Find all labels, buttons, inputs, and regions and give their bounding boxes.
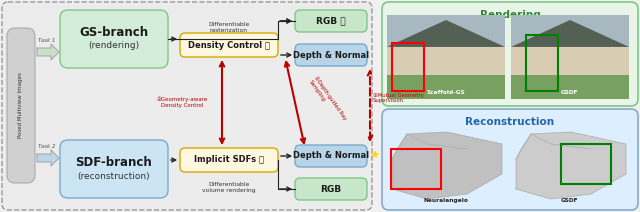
Text: (reconstruction): (reconstruction): [77, 172, 150, 180]
Polygon shape: [37, 150, 59, 166]
Text: ①Depth-guided Ray
Sampling: ①Depth-guided Ray Sampling: [308, 75, 347, 125]
Bar: [511, 47, 629, 76]
Polygon shape: [511, 20, 629, 47]
Bar: [511, 15, 629, 47]
Polygon shape: [387, 20, 505, 47]
Text: Differentiable
volume rendering: Differentiable volume rendering: [202, 182, 256, 193]
Bar: [387, 15, 505, 47]
Text: ②Geometry-aware
Density Control: ②Geometry-aware Density Control: [156, 96, 207, 108]
Text: Neuralangelo: Neuralangelo: [424, 198, 468, 203]
Text: Depth & Normal: Depth & Normal: [293, 50, 369, 60]
Text: ③Mutual Geometry
Supervision: ③Mutual Geometry Supervision: [373, 93, 424, 103]
Text: Differentiable
rasterization: Differentiable rasterization: [209, 22, 250, 33]
Text: Scaffold-GS: Scaffold-GS: [427, 90, 465, 95]
Bar: [511, 75, 629, 99]
Bar: [387, 47, 505, 76]
Text: ★: ★: [369, 151, 379, 161]
Text: (rendering): (rendering): [88, 42, 140, 50]
FancyBboxPatch shape: [295, 44, 367, 66]
Text: Task 1: Task 1: [38, 38, 56, 43]
Bar: [511, 15, 629, 99]
Text: GSDF: GSDF: [561, 90, 579, 95]
Text: Density Control 🚀: Density Control 🚀: [188, 40, 270, 49]
Text: GSDF: GSDF: [561, 198, 579, 203]
Polygon shape: [392, 132, 502, 199]
FancyBboxPatch shape: [180, 33, 278, 57]
Text: Rendering: Rendering: [479, 10, 540, 20]
FancyBboxPatch shape: [382, 2, 638, 106]
Text: RGB: RGB: [321, 184, 342, 194]
Text: Implicit SDFs 🚀: Implicit SDFs 🚀: [194, 155, 264, 165]
Bar: [387, 75, 505, 99]
Bar: [561, 144, 611, 184]
Bar: [391, 149, 441, 189]
Bar: [387, 15, 505, 99]
FancyBboxPatch shape: [60, 140, 168, 198]
FancyBboxPatch shape: [7, 28, 35, 183]
FancyBboxPatch shape: [2, 2, 372, 210]
FancyBboxPatch shape: [295, 178, 367, 200]
Text: SDF-branch: SDF-branch: [76, 156, 152, 170]
Bar: [526, 35, 558, 91]
Bar: [392, 43, 424, 91]
FancyBboxPatch shape: [295, 145, 367, 167]
Text: GS-branch: GS-branch: [79, 26, 148, 39]
Polygon shape: [516, 132, 626, 199]
Text: Depth & Normal: Depth & Normal: [293, 152, 369, 160]
FancyBboxPatch shape: [180, 148, 278, 172]
Text: Posed Multiview Images: Posed Multiview Images: [19, 72, 24, 138]
Text: Task 2: Task 2: [38, 144, 56, 149]
FancyBboxPatch shape: [60, 10, 168, 68]
Text: Reconstruction: Reconstruction: [465, 117, 555, 127]
FancyBboxPatch shape: [295, 10, 367, 32]
Polygon shape: [37, 44, 59, 60]
FancyBboxPatch shape: [382, 109, 638, 210]
Text: RGB 🔥: RGB 🔥: [316, 17, 346, 25]
